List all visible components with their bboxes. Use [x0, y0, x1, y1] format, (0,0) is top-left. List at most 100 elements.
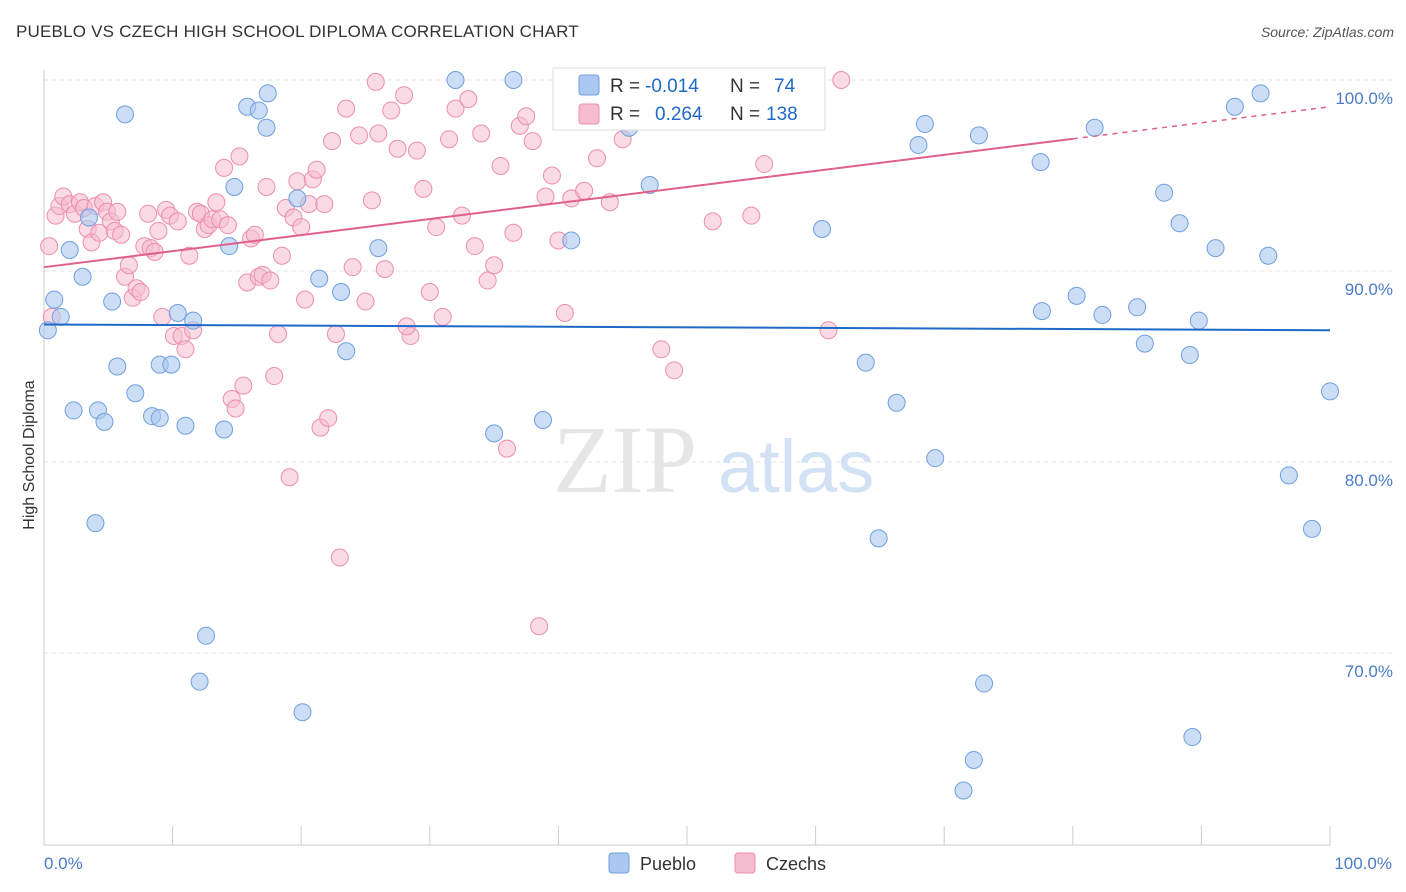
pueblo-point — [288, 189, 307, 208]
czech-r-label: R = — [610, 104, 640, 125]
pueblo-point — [1321, 382, 1339, 401]
pueblo-point — [640, 176, 659, 195]
pueblo-point — [964, 750, 983, 769]
pueblo-point — [369, 239, 388, 258]
pueblo-point — [257, 118, 276, 137]
czech-point — [523, 132, 542, 151]
pueblo-point — [1067, 286, 1086, 305]
czech-point — [323, 132, 342, 151]
czech-point — [337, 99, 356, 118]
pueblo-point — [73, 267, 92, 286]
czech-point — [40, 237, 59, 256]
pueblo-points — [38, 71, 1339, 800]
czech-point — [395, 86, 414, 105]
series-legend: Pueblo Czechs — [608, 852, 826, 874]
pueblo-point — [1085, 118, 1104, 137]
pueblo-series-label: Pueblo — [640, 854, 696, 874]
pueblo-n-label: N = — [730, 76, 760, 97]
czech-r-value: 0.264 — [655, 104, 703, 125]
czech-point — [382, 101, 401, 120]
czech-point — [362, 191, 381, 210]
pueblo-point — [856, 353, 875, 372]
pueblo-point — [1031, 153, 1050, 172]
pueblo-point — [108, 357, 127, 376]
pueblo-point — [485, 424, 504, 443]
pueblo-point — [1032, 302, 1051, 321]
pueblo-point — [1302, 519, 1321, 538]
pueblo-point — [150, 409, 169, 428]
czech-point — [472, 124, 491, 143]
czech-point — [536, 187, 555, 206]
czech-trend-line-extension — [1072, 105, 1331, 140]
czech-point — [427, 218, 446, 237]
czech-point — [350, 126, 369, 145]
pueblo-point — [915, 114, 934, 133]
czech-point — [319, 409, 338, 428]
czech-point — [280, 468, 299, 487]
pueblo-point — [504, 71, 523, 89]
czech-point — [330, 548, 349, 567]
czech-point — [307, 160, 326, 179]
pueblo-series-swatch — [608, 852, 630, 874]
chart-source: Source: ZipAtlas.com — [1260, 24, 1394, 40]
pueblo-point — [909, 135, 928, 154]
czech-point — [269, 325, 288, 344]
czech-point — [207, 193, 226, 212]
pueblo-point — [215, 420, 234, 439]
czech-series-label: Czechs — [766, 854, 826, 874]
czech-point — [369, 124, 388, 143]
pueblo-point — [190, 672, 209, 691]
czech-point — [168, 212, 187, 231]
czech-point — [315, 195, 334, 214]
czechs-points — [40, 71, 851, 636]
czech-point — [703, 212, 722, 231]
czech-point — [742, 206, 761, 225]
y-axis-tick-labels: 100.0% 90.0% 80.0% 70.0% — [1335, 89, 1393, 681]
czech-point — [265, 367, 284, 386]
pueblo-point — [954, 781, 973, 800]
czech-point — [478, 271, 497, 290]
czech-point — [218, 216, 237, 235]
x-axis-ticks — [43, 826, 1331, 845]
czech-point — [407, 141, 426, 160]
czech-point — [530, 617, 549, 636]
czech-point — [366, 72, 385, 91]
y-tick-label: 70.0% — [1345, 662, 1393, 681]
pueblo-point — [176, 416, 195, 435]
czech-point — [288, 172, 307, 191]
czech-point — [343, 258, 362, 277]
chart-title: PUEBLO VS CZECH HIGH SCHOOL DIPLOMA CORR… — [16, 22, 579, 41]
y-tick-label: 80.0% — [1345, 471, 1393, 490]
pueblo-point — [1170, 214, 1189, 233]
pueblo-point — [1259, 246, 1278, 265]
pueblo-r-label: R = — [610, 76, 640, 97]
pueblo-point — [1180, 346, 1199, 365]
pueblo-point — [225, 177, 244, 196]
czech-point — [542, 166, 561, 185]
czech-point — [575, 181, 594, 200]
czech-point — [176, 340, 195, 359]
pueblo-point — [184, 311, 203, 330]
pueblo-point — [533, 410, 552, 429]
czech-point — [491, 156, 510, 175]
czech-point — [226, 399, 245, 418]
pueblo-point — [103, 292, 122, 311]
pueblo-point — [249, 101, 268, 120]
czech-point — [420, 283, 439, 302]
pueblo-point — [38, 321, 57, 340]
stats-legend: R = -0.014 N = 74 R = 0.264 N = 138 — [552, 67, 826, 131]
pueblo-point — [1189, 311, 1208, 330]
trend-lines — [43, 105, 1331, 332]
pueblo-point — [197, 626, 216, 645]
czech-point — [465, 237, 484, 256]
pueblo-point — [337, 342, 356, 361]
czech-point — [587, 149, 606, 168]
pueblo-point — [562, 231, 581, 250]
pueblo-point — [220, 237, 239, 256]
czech-series-swatch — [734, 852, 756, 874]
czech-trend-line — [43, 137, 1073, 269]
pueblo-point — [86, 514, 105, 533]
grid-lines — [44, 79, 1392, 654]
pueblo-point — [1251, 84, 1270, 103]
czech-point — [414, 179, 433, 198]
